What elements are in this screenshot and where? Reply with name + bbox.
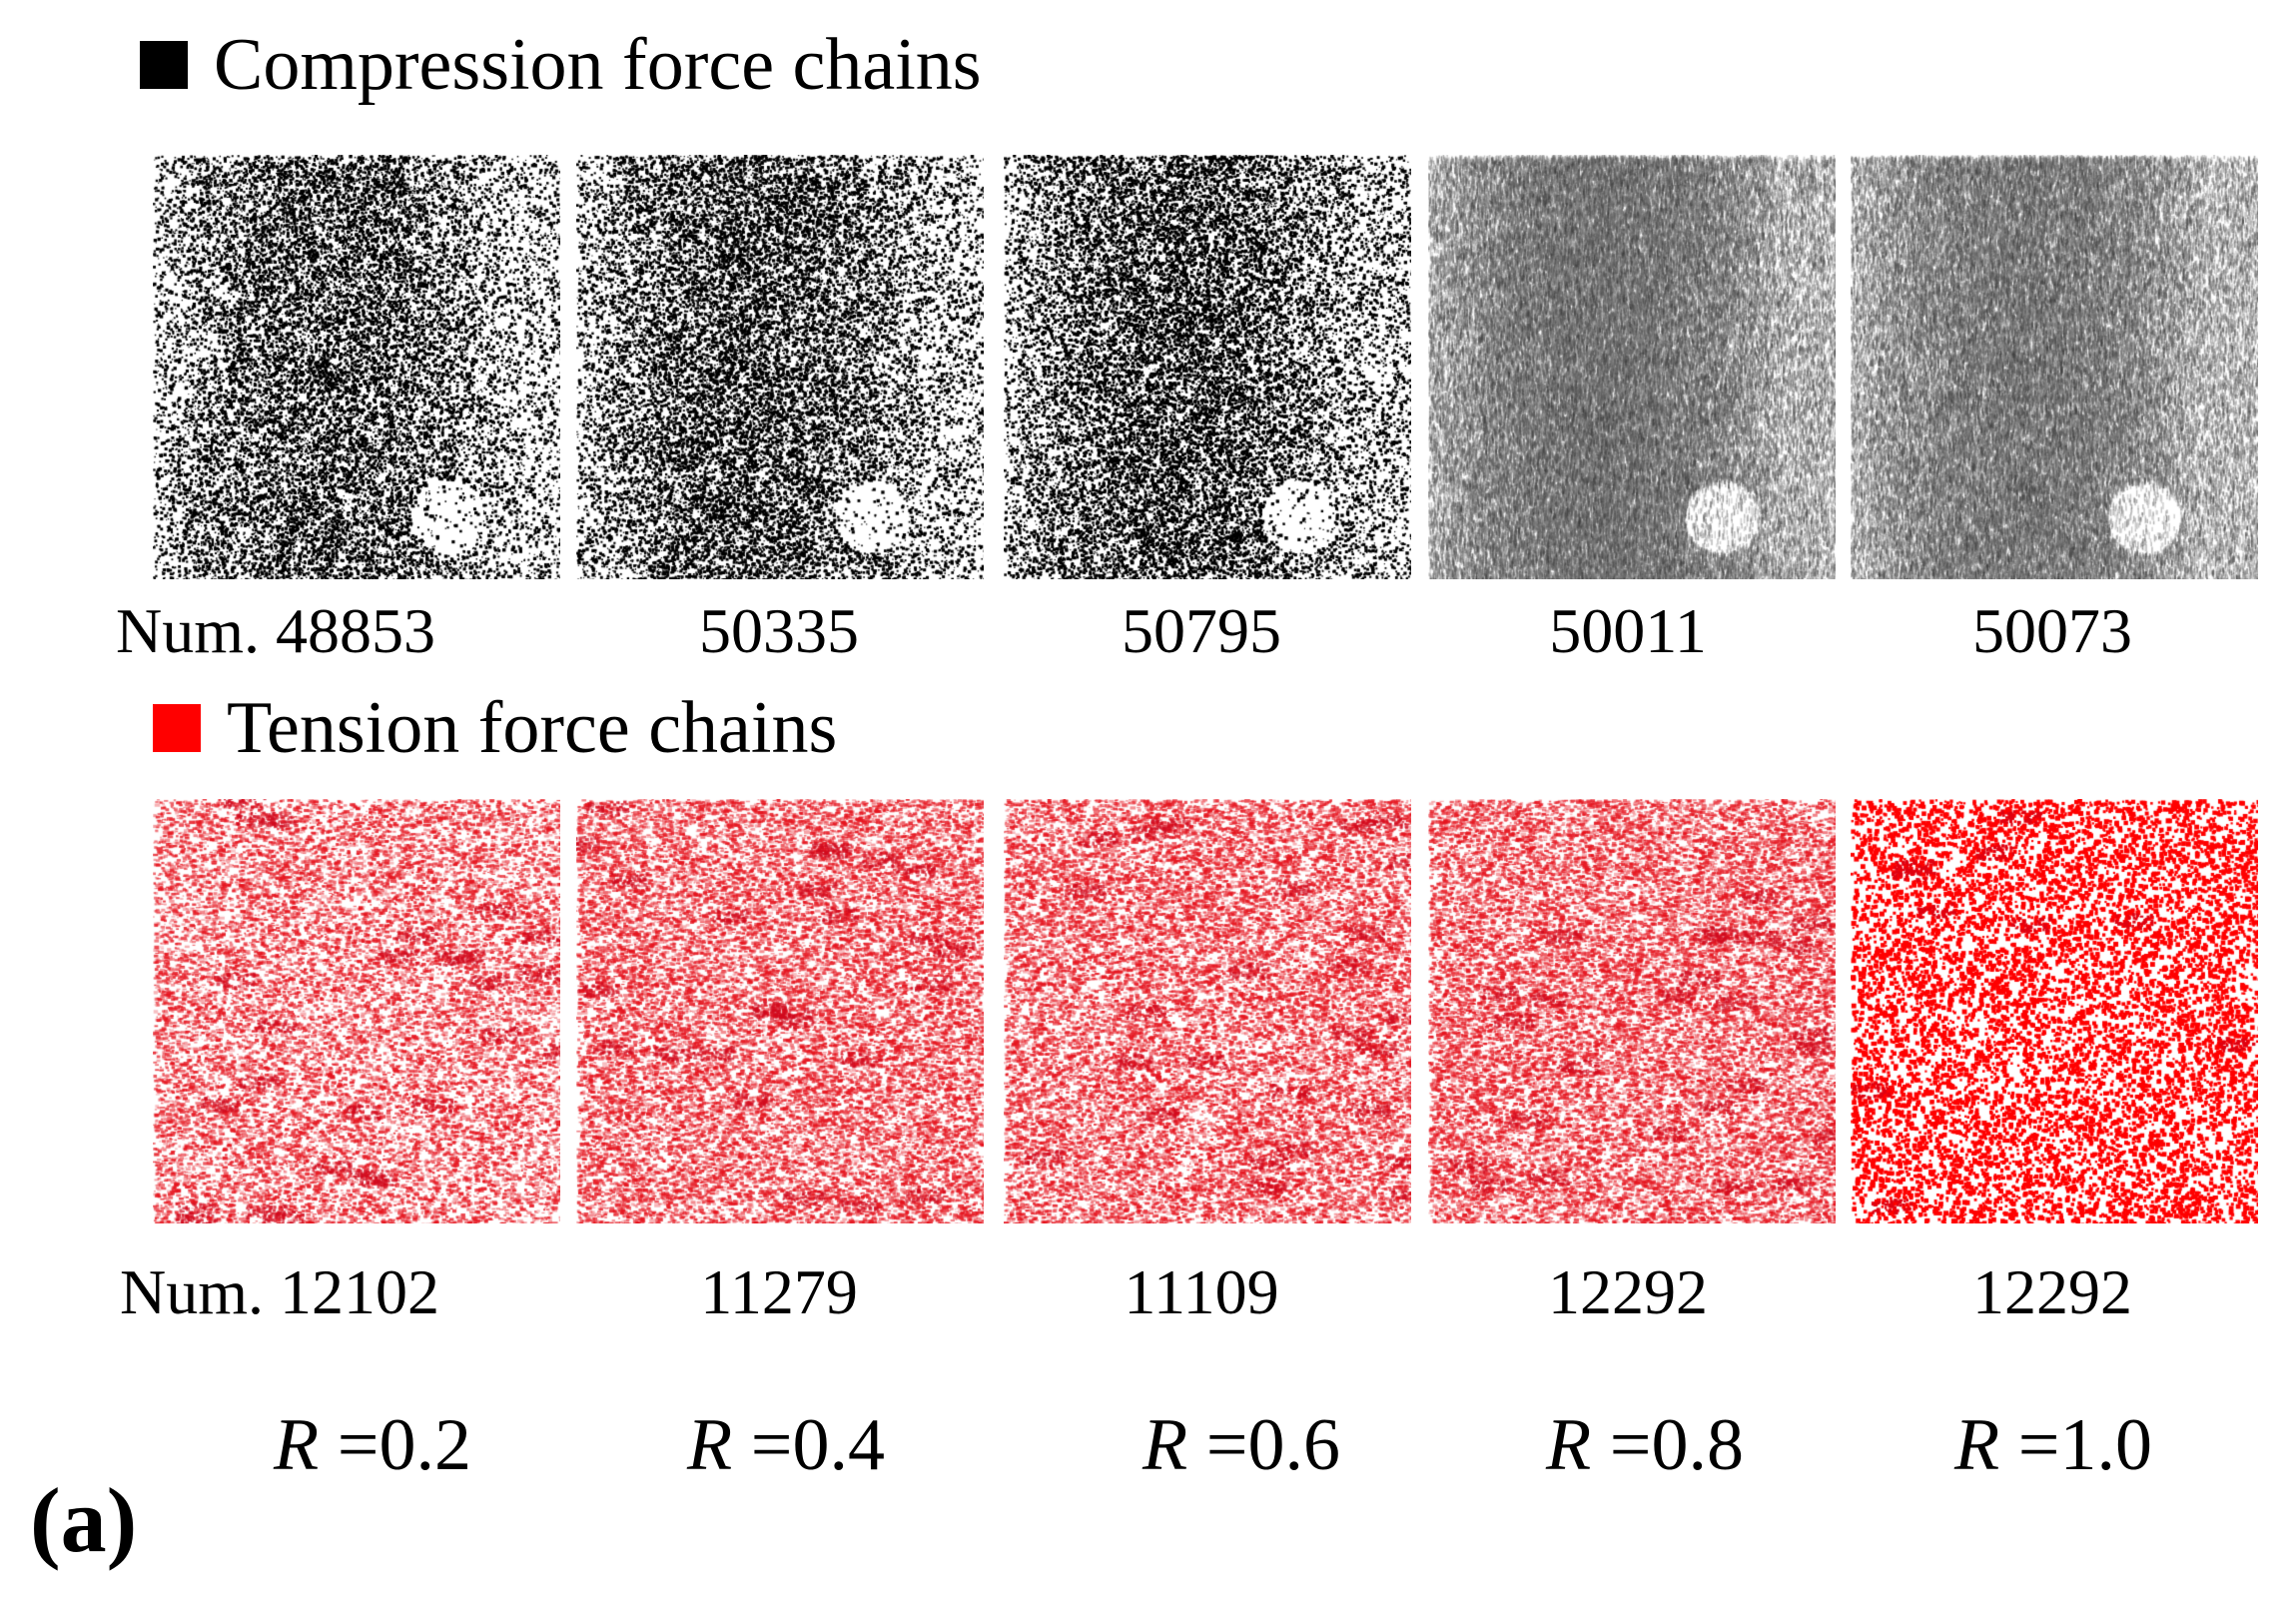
- ratio-value: =0.4: [750, 1404, 885, 1486]
- tension-count-label: 11109: [1124, 1256, 1279, 1327]
- compression-count-label: 50795: [1122, 595, 1281, 666]
- compression-panel-r06: [1004, 155, 1411, 579]
- ratio-value: =0.2: [337, 1404, 471, 1486]
- legend-compression: Compression force chains: [140, 28, 982, 102]
- ratio-symbol: R: [1546, 1404, 1592, 1486]
- tension-panel-r10: [1851, 799, 2258, 1223]
- ratio-symbol: R: [1954, 1404, 2000, 1486]
- ratio-label: R =0.4: [687, 1408, 885, 1482]
- ratio-label: R =0.8: [1546, 1408, 1744, 1482]
- compression-panel-r04: [576, 155, 984, 579]
- tension-count-label: Num. 12102: [120, 1256, 439, 1327]
- tension-panel-r04: [576, 799, 984, 1223]
- ratio-value: =0.8: [1609, 1404, 1744, 1486]
- legend-tension: Tension force chains: [153, 691, 837, 765]
- ratio-value: =0.6: [1205, 1404, 1340, 1486]
- legend-tension-label: Tension force chains: [227, 687, 838, 769]
- ratio-symbol: R: [1143, 1404, 1188, 1486]
- tension-count-label: 12292: [1548, 1256, 1708, 1327]
- ratio-value: =1.0: [2017, 1404, 2152, 1486]
- tension-panel-r06: [1004, 799, 1411, 1223]
- tension-count-label: 12292: [1972, 1256, 2132, 1327]
- compression-swatch-icon: [140, 41, 188, 89]
- tension-count-label: 11279: [700, 1256, 858, 1327]
- compression-panel-r08: [1428, 155, 1836, 579]
- ratio-symbol: R: [687, 1404, 733, 1486]
- compression-panel-r10: [1851, 155, 2258, 579]
- ratio-label: R =0.2: [274, 1408, 471, 1482]
- ratio-symbol: R: [274, 1404, 320, 1486]
- ratio-label: R =1.0: [1954, 1408, 2152, 1482]
- tension-swatch-icon: [153, 704, 201, 752]
- tension-panel-r08: [1428, 799, 1836, 1223]
- legend-compression-label: Compression force chains: [214, 24, 982, 106]
- compression-count-label: 50011: [1549, 595, 1707, 666]
- compression-count-label: 50073: [1972, 595, 2132, 666]
- panel-tag: (a): [30, 1469, 138, 1571]
- compression-panel-r02: [153, 155, 560, 579]
- compression-count-label: 50335: [699, 595, 859, 666]
- compression-count-label: Num. 48853: [116, 595, 435, 666]
- ratio-label: R =0.6: [1143, 1408, 1340, 1482]
- tension-panel-r02: [153, 799, 560, 1223]
